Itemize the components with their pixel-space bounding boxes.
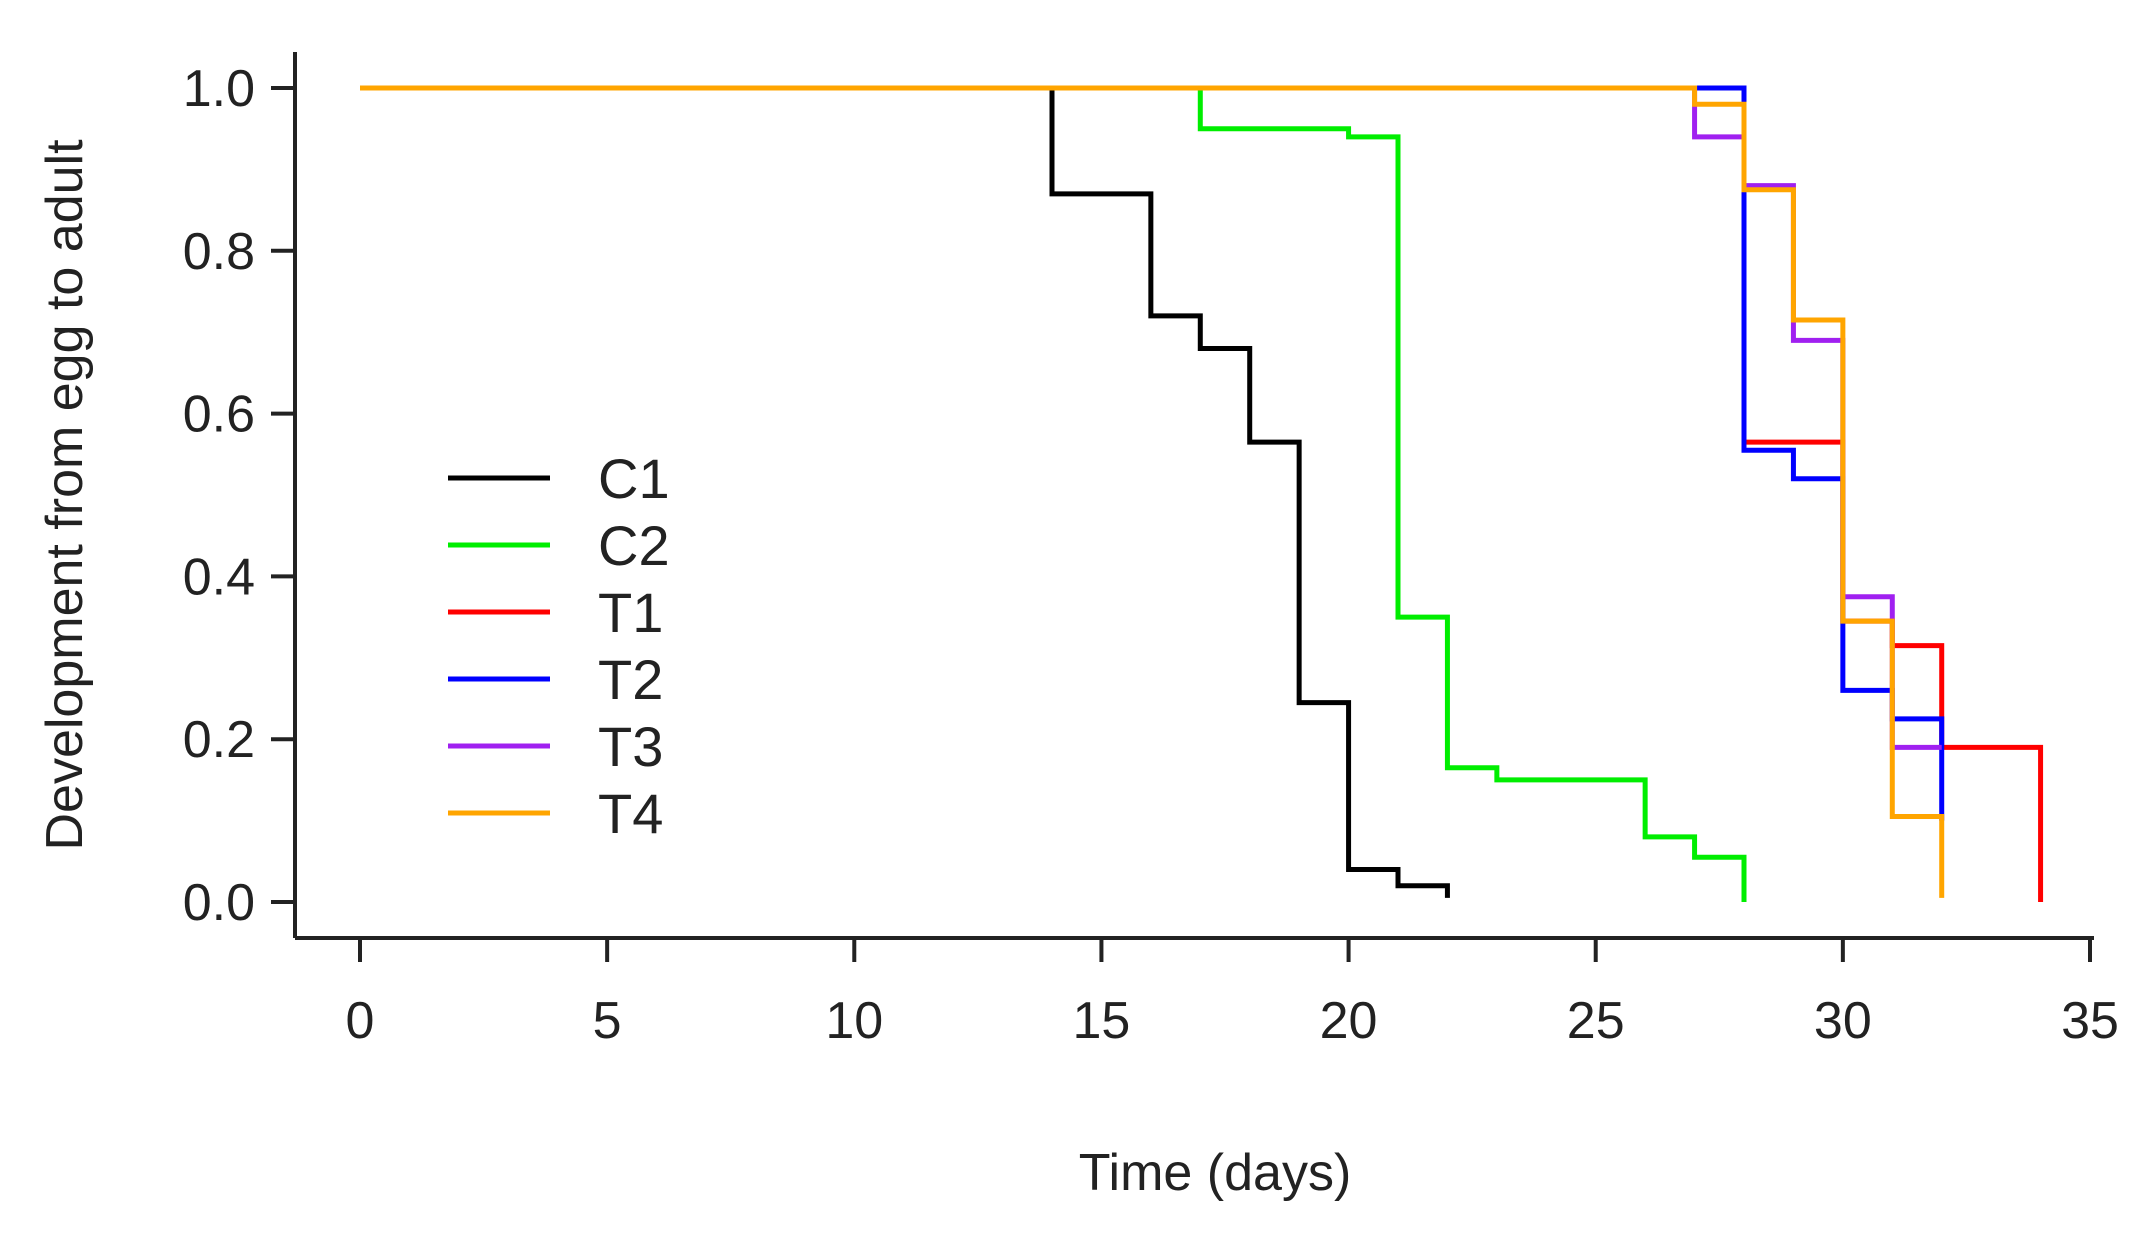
x-tick-label: 30 [1814, 992, 1872, 1050]
y-tick-label: 0.4 [183, 548, 255, 606]
y-tick-label: 0.0 [183, 874, 255, 932]
axes: 0 5 10 15 20 25 30 35 0.0 0.2 0.4 0.6 0.8 1.0 Time (… [36, 52, 2119, 1202]
x-tick-label: 25 [1567, 992, 1625, 1050]
x-tick-label: 5 [593, 992, 622, 1050]
legend-label-t4: T4 [598, 782, 663, 845]
y-tick-label: 1.0 [183, 60, 255, 118]
legend-label-c1: C1 [598, 447, 670, 510]
y-axis-title: Development from egg to adult [36, 139, 94, 851]
legend-label-c2: C2 [598, 514, 670, 577]
series-line-c1 [360, 85, 1450, 898]
x-tick-label: 15 [1073, 992, 1131, 1050]
legend-label-t1: T1 [598, 581, 663, 644]
series-lines [360, 85, 2044, 902]
x-tick-label: 20 [1320, 992, 1378, 1050]
x-tick-label: 35 [2061, 992, 2119, 1050]
legend-label-t2: T2 [598, 648, 663, 711]
y-tick-label: 0.8 [183, 223, 255, 281]
y-tick-label: 0.2 [183, 711, 255, 769]
x-tick-label: 0 [346, 992, 375, 1050]
series-line-t4 [360, 85, 1945, 898]
y-ticks: 0.0 0.2 0.4 0.6 0.8 1.0 [183, 60, 295, 932]
series-line-c2 [360, 85, 1747, 902]
x-axis-title: Time (days) [1079, 1144, 1352, 1202]
x-ticks: 0 5 10 15 20 25 30 35 [346, 938, 2119, 1050]
x-tick-label: 10 [825, 992, 883, 1050]
y-tick-label: 0.6 [183, 386, 255, 444]
legend-label-t3: T3 [598, 715, 663, 778]
